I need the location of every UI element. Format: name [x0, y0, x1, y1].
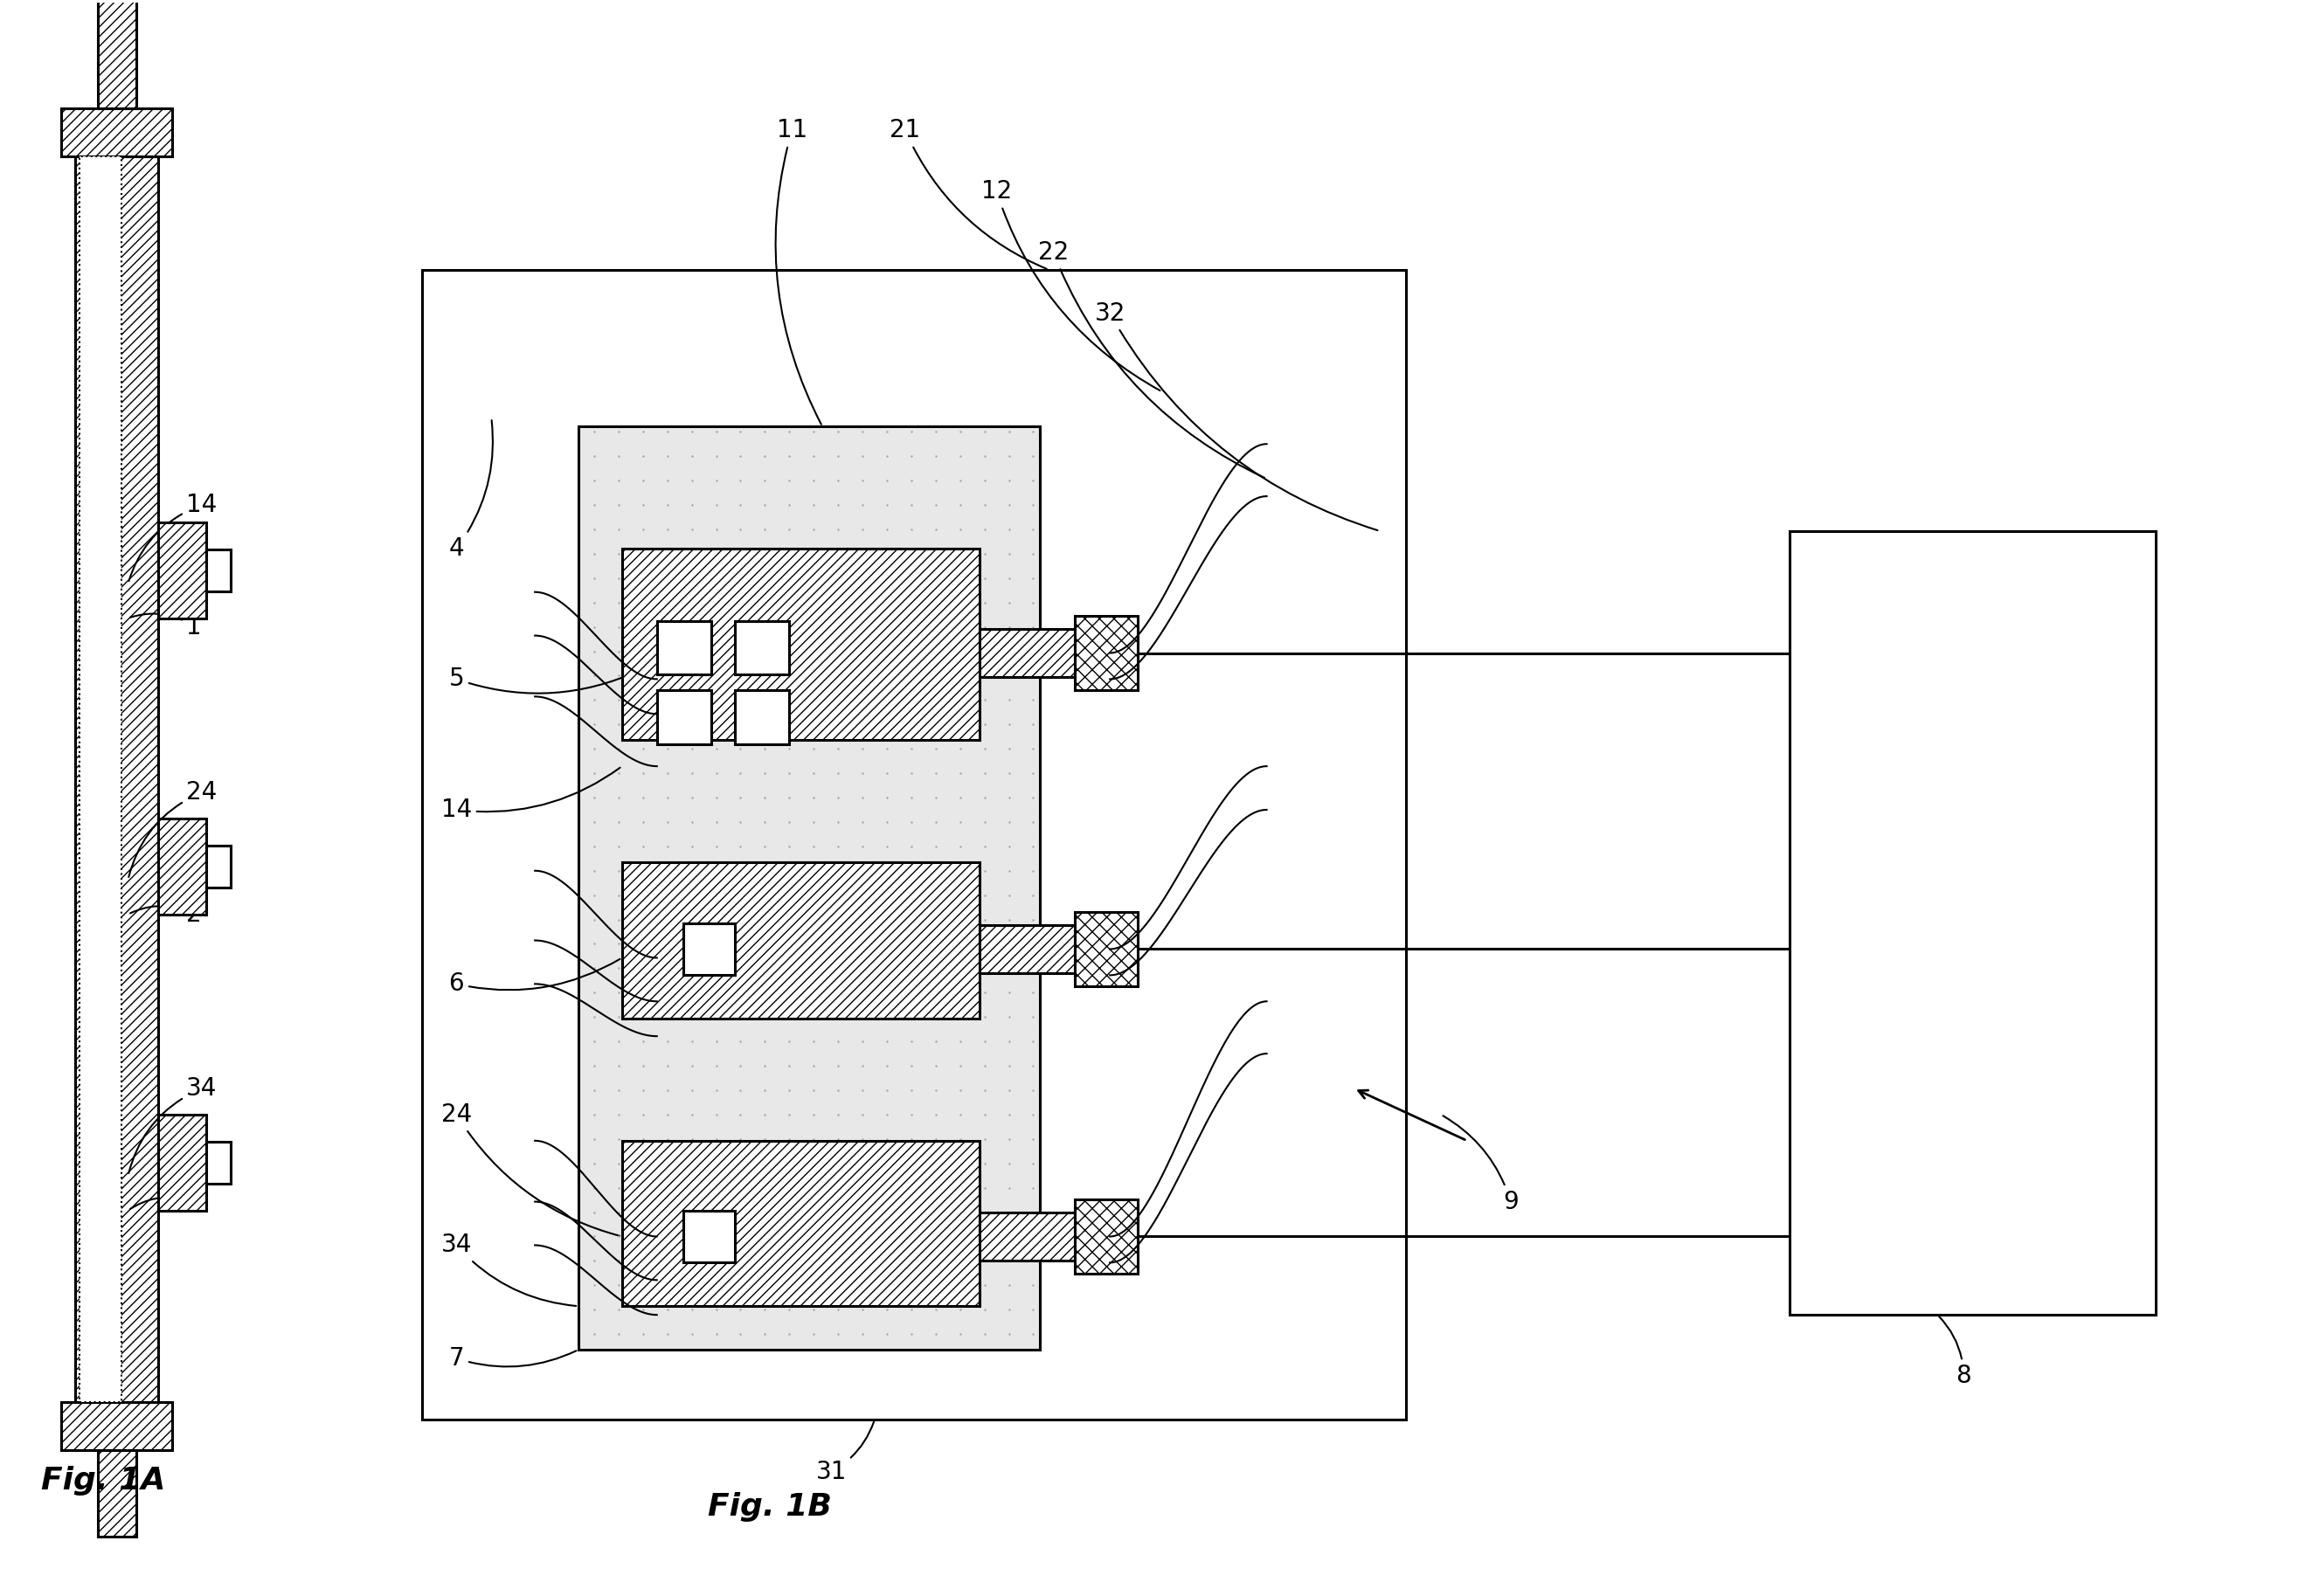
Bar [623, 862, 980, 1018]
Bar [97, 1449, 136, 1537]
Bar [78, 156, 122, 1401]
Bar [683, 922, 736, 975]
Bar [980, 629, 1075, 677]
Bar [579, 426, 1040, 1350]
Bar [1075, 616, 1137, 689]
Bar [1075, 911, 1137, 986]
Text: 5: 5 [450, 667, 636, 693]
Text: Fig. 1B: Fig. 1B [708, 1492, 832, 1521]
Text: 11: 11 [775, 118, 821, 425]
Text: 34: 34 [440, 1234, 576, 1306]
Text: 34: 34 [129, 1076, 217, 1173]
Bar [623, 1141, 980, 1306]
Bar [1075, 616, 1137, 689]
Bar [159, 1114, 205, 1210]
Bar [1075, 911, 1137, 986]
Text: 6: 6 [450, 959, 620, 996]
Bar [1789, 531, 2156, 1315]
Text: 3: 3 [129, 1189, 203, 1215]
Bar [623, 862, 980, 1018]
Bar [60, 1401, 173, 1449]
Bar [205, 846, 231, 887]
Text: 14: 14 [129, 493, 217, 581]
Bar [97, 0, 136, 109]
Bar [159, 819, 205, 915]
Bar [159, 522, 205, 618]
Bar [980, 629, 1075, 677]
Bar [657, 621, 710, 675]
Bar [205, 1141, 231, 1183]
Bar [980, 926, 1075, 974]
Bar [736, 691, 789, 744]
Bar [980, 1213, 1075, 1261]
Bar [76, 156, 159, 1401]
Text: 12: 12 [982, 179, 1160, 391]
Bar [205, 549, 231, 591]
Text: 7: 7 [450, 1345, 576, 1371]
Bar [1075, 1200, 1137, 1274]
Bar [159, 1114, 205, 1210]
Text: 1: 1 [131, 614, 203, 638]
Bar [159, 522, 205, 618]
Bar [60, 109, 173, 156]
Bar [97, 1449, 136, 1537]
Bar [657, 691, 710, 744]
Bar [1075, 1200, 1137, 1274]
Text: 22: 22 [1038, 239, 1264, 477]
Text: 32: 32 [1095, 302, 1377, 530]
Bar [60, 109, 173, 156]
Text: 2: 2 [129, 902, 203, 927]
Bar [623, 1141, 980, 1306]
Bar [623, 549, 980, 741]
Bar [980, 1213, 1075, 1261]
Text: 21: 21 [890, 118, 1047, 268]
Bar [980, 926, 1075, 974]
Text: 4: 4 [450, 420, 493, 560]
Bar [97, 0, 136, 109]
Text: 8: 8 [1939, 1317, 1972, 1389]
Text: Fig. 1A: Fig. 1A [42, 1465, 166, 1495]
Bar [736, 621, 789, 675]
Text: 14: 14 [440, 768, 620, 822]
Bar [76, 156, 159, 1401]
Text: 24: 24 [440, 1103, 620, 1235]
Text: 9: 9 [1444, 1116, 1517, 1215]
Bar [159, 819, 205, 915]
Text: 24: 24 [129, 780, 217, 878]
Bar [422, 270, 1407, 1419]
Bar [623, 549, 980, 741]
Bar [683, 1210, 736, 1262]
Bar [60, 1401, 173, 1449]
Text: 31: 31 [816, 1422, 874, 1484]
